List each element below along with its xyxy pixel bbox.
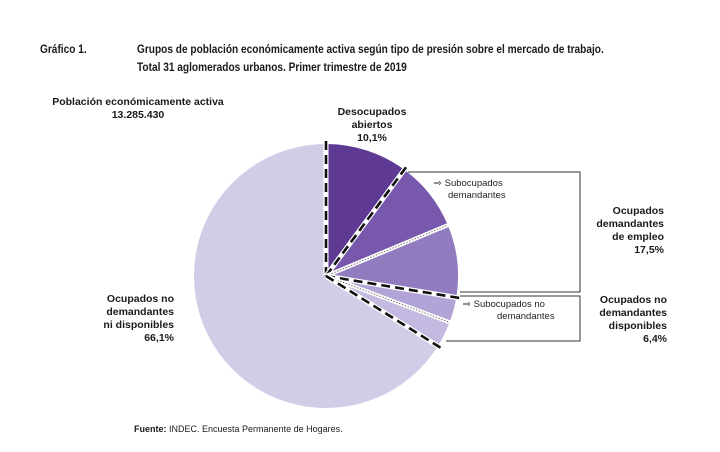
- ocupados-no-demandantes-ni-disponibles-label: Ocupados no demandantes ni disponibles 6…: [70, 293, 174, 345]
- subocupados-no-demandantes-line1: Subocupados no: [473, 299, 545, 310]
- subocupados-demandantes-line2: demandantes: [448, 190, 506, 201]
- figure-label: Gráfico 1.: [40, 44, 87, 56]
- ocupados-no-demandantes-disponibles-label: Ocupados no demandantes disponibles 6,4%: [560, 294, 667, 346]
- pie-slice-subocupados_demandantes: [326, 169, 448, 276]
- subocupados-demandantes-line1: Subocupados: [444, 178, 503, 189]
- subocupados-no-demandantes-label: ⇨ Subocupados no demandantes: [463, 299, 581, 323]
- ocupados-no-demandantes-ni-disponibles-line3: ni disponibles: [103, 319, 174, 331]
- ocupados-no-demandantes-ni-disponibles-pct: 66,1%: [144, 332, 174, 344]
- ocupados-no-demandantes-disponibles-line1: Ocupados no: [599, 294, 667, 306]
- source-label: Fuente:: [134, 424, 167, 434]
- ocupados-demandantes-label: Ocupados demandantes de empleo 17,5%: [560, 205, 664, 257]
- pea-value: 13.285.430: [111, 109, 165, 121]
- ocupados-no-demandantes-ni-disponibles-line1: Ocupados no: [106, 293, 174, 305]
- source-note: Fuente: INDEC. Encuesta Permanente de Ho…: [134, 424, 343, 434]
- ocupados-no-demandantes-ni-disponibles-line2: demandantes: [106, 306, 174, 318]
- separator-after-subocupados_demandantes: [325, 224, 448, 277]
- separator-after-ocupados_demandantes_empleo: [325, 274, 465, 301]
- pie-slice-desocupados: [326, 144, 405, 276]
- ocupados-demandantes-line1: Ocupados: [612, 205, 664, 217]
- chart-title-line1: Grupos de población económicamente activ…: [137, 44, 604, 56]
- ocupados-no-demandantes-disponibles-line3: disponibles: [608, 320, 667, 332]
- arrow-right-icon: ⇨: [434, 178, 442, 189]
- ocupados-demandantes-line3: de empleo: [612, 231, 664, 243]
- arrow-right-icon: ⇨: [463, 299, 471, 310]
- bracket-ocupados-demandantes: [408, 171, 581, 293]
- desocupados-label-line1: Desocupados: [337, 106, 407, 118]
- ocupados-demandantes-pct: 17,5%: [634, 244, 664, 256]
- ocupados-demandantes-line2: demandantes: [596, 218, 664, 230]
- pea-label: Población económicamente activa 13.285.4…: [40, 96, 236, 122]
- source-text: INDEC. Encuesta Permanente de Hogares.: [169, 424, 343, 434]
- ocupados-no-demandantes-disponibles-pct: 6,4%: [643, 333, 667, 345]
- chart-title-line2: Total 31 aglomerados urbanos. Primer tri…: [137, 62, 407, 74]
- desocupados-label: Desocupados abiertos 10,1%: [320, 106, 424, 145]
- separator-after-desocupados: [324, 162, 410, 277]
- desocupados-pct: 10,1%: [357, 132, 387, 144]
- subocupados-no-demandantes-line2: demandantes: [497, 311, 555, 322]
- separator-after-subocupados_no_demandantes: [325, 275, 450, 323]
- pea-title: Población económicamente activa: [52, 96, 224, 108]
- subocupados-demandantes-label: ⇨ Subocupados demandantes: [434, 178, 554, 202]
- ocupados-no-demandantes-disponibles-line2: demandantes: [599, 307, 667, 319]
- bracket-ocupados-no-demandantes-disponibles: [446, 295, 581, 342]
- pie-slice-ocupados_no_demandantes_ni_disponibles: [193, 143, 438, 408]
- separator-after-ocupados_no_demandantes_disponibles: [325, 274, 446, 352]
- desocupados-label-line2: abiertos: [351, 119, 393, 131]
